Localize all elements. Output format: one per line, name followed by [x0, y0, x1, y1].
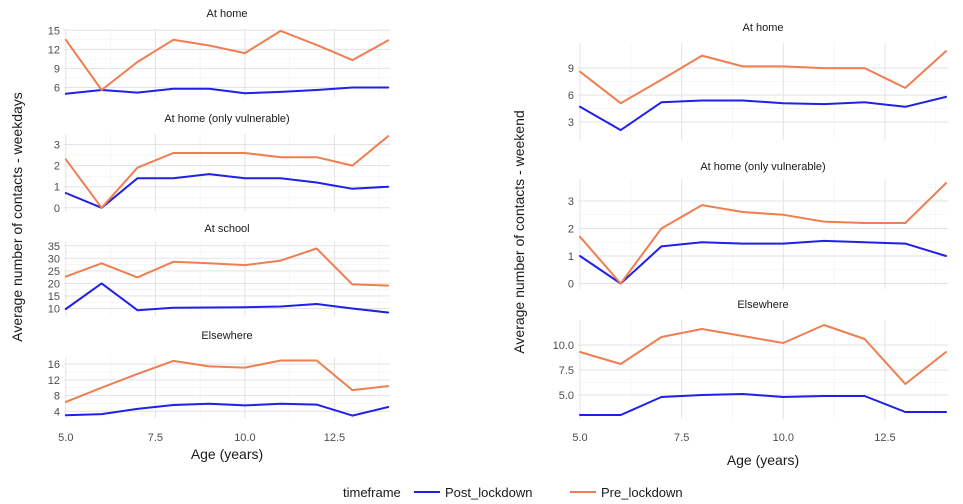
y-tick-label: 8	[54, 391, 60, 403]
y-tick-label: 5.0	[559, 390, 574, 402]
panel-title: Elsewhere	[201, 330, 252, 342]
y-tick-label: 10.0	[553, 340, 574, 352]
y-tick-label: 30	[48, 253, 60, 265]
legend: timeframe Post_lockdown Pre_lockdown	[343, 485, 683, 500]
y-tick-label: 6	[568, 90, 574, 102]
y-tick-label: 2	[568, 224, 574, 236]
x-tick-label: 5.0	[572, 432, 587, 444]
weekdays-at-home-panel: 6 9 12 15 At home	[48, 8, 390, 97]
panel-title: At home	[743, 22, 784, 34]
series-line-post-lockdown	[579, 239, 947, 285]
y-tick-label: 0	[568, 279, 574, 291]
x-tick-label: 10.0	[773, 432, 794, 444]
y-tick-label: 3	[568, 196, 574, 208]
series-line-pre-lockdown	[64, 247, 390, 287]
y-tick-label: 1	[568, 251, 574, 263]
x-tick-label: 7.5	[674, 432, 689, 444]
y-tick-label: 12	[48, 375, 60, 387]
legend-label-pre-lockdown: Pre_lockdown	[601, 485, 683, 500]
y-tick-label: 15	[48, 291, 60, 303]
weekdays-at-home-only-vulnerable-panel: 0 1 2 3 At home (only vulnerable)	[54, 113, 390, 215]
panel-title: Elsewhere	[737, 299, 788, 311]
y-tick-label: 6	[54, 82, 60, 94]
series-line-pre-lockdown	[579, 324, 947, 385]
series-line-pre-lockdown	[579, 182, 947, 285]
y-tick-label: 35	[48, 241, 60, 253]
y-tick-label: 16	[48, 359, 60, 371]
x-tick-label: 12.5	[324, 432, 345, 444]
weekend-at-home-panel: 3 6 9 At home	[568, 22, 948, 140]
series-line-post-lockdown	[64, 173, 390, 209]
y-tick-label: 1	[54, 182, 60, 194]
y-tick-label: 3	[568, 117, 574, 129]
weekend-at-home-only-vulnerable-panel: 0 1 2 3 At home (only vulnerable)	[568, 161, 948, 291]
panel-title: At home	[207, 8, 248, 20]
weekend-elsewhere-panel: 5.0 7.5 10.0 Elsewhere	[553, 299, 948, 419]
weekdays-elsewhere-panel: 4 8 12 16 Elsewhere	[48, 330, 390, 418]
series-line-post-lockdown	[579, 393, 947, 416]
panel-title: At home (only vulnerable)	[164, 113, 289, 125]
y-tick-label: 3	[54, 140, 60, 152]
series-line-pre-lockdown	[64, 135, 390, 209]
x-tick-label: 5.0	[58, 432, 73, 444]
series-line-pre-lockdown	[579, 50, 947, 105]
x-tick-label: 7.5	[148, 432, 163, 444]
y-tick-label: 9	[568, 63, 574, 75]
legend-label-post-lockdown: Post_lockdown	[445, 485, 532, 500]
series-line-pre-lockdown	[64, 359, 390, 403]
y-tick-label: 12	[48, 44, 60, 56]
x-axis-title: Age (years)	[191, 446, 263, 462]
series-line-post-lockdown	[64, 282, 390, 314]
y-tick-label: 25	[48, 266, 60, 278]
y-tick-label: 2	[54, 161, 60, 173]
y-tick-label: 4	[54, 406, 60, 418]
panel-title: At school	[204, 223, 249, 235]
x-tick-label: 10.0	[234, 432, 255, 444]
legend-title: timeframe	[343, 485, 401, 500]
series-line-post-lockdown	[579, 95, 947, 132]
x-axis-title: Age (years)	[727, 452, 799, 468]
x-tick-label: 12.5	[874, 432, 895, 444]
y-tick-label: 9	[54, 63, 60, 75]
panel-title: At home (only vulnerable)	[700, 161, 825, 173]
y-tick-label: 15	[48, 25, 60, 37]
series-line-post-lockdown	[64, 402, 390, 417]
y-tick-label: 7.5	[559, 365, 574, 377]
y-tick-label: 20	[48, 278, 60, 290]
y-tick-label: 0	[54, 203, 60, 215]
y-tick-label: 10	[48, 303, 60, 315]
y-axis-title: Average number of contacts - weekdays	[9, 92, 25, 342]
series-line-pre-lockdown	[64, 29, 390, 91]
y-axis-title: Average number of contacts - weekend	[511, 110, 527, 353]
weekend-chart: 3 6 9 At home 0 1 2 3 At home (only vulnerable) 5…	[511, 22, 948, 468]
series-line-post-lockdown	[64, 86, 390, 95]
